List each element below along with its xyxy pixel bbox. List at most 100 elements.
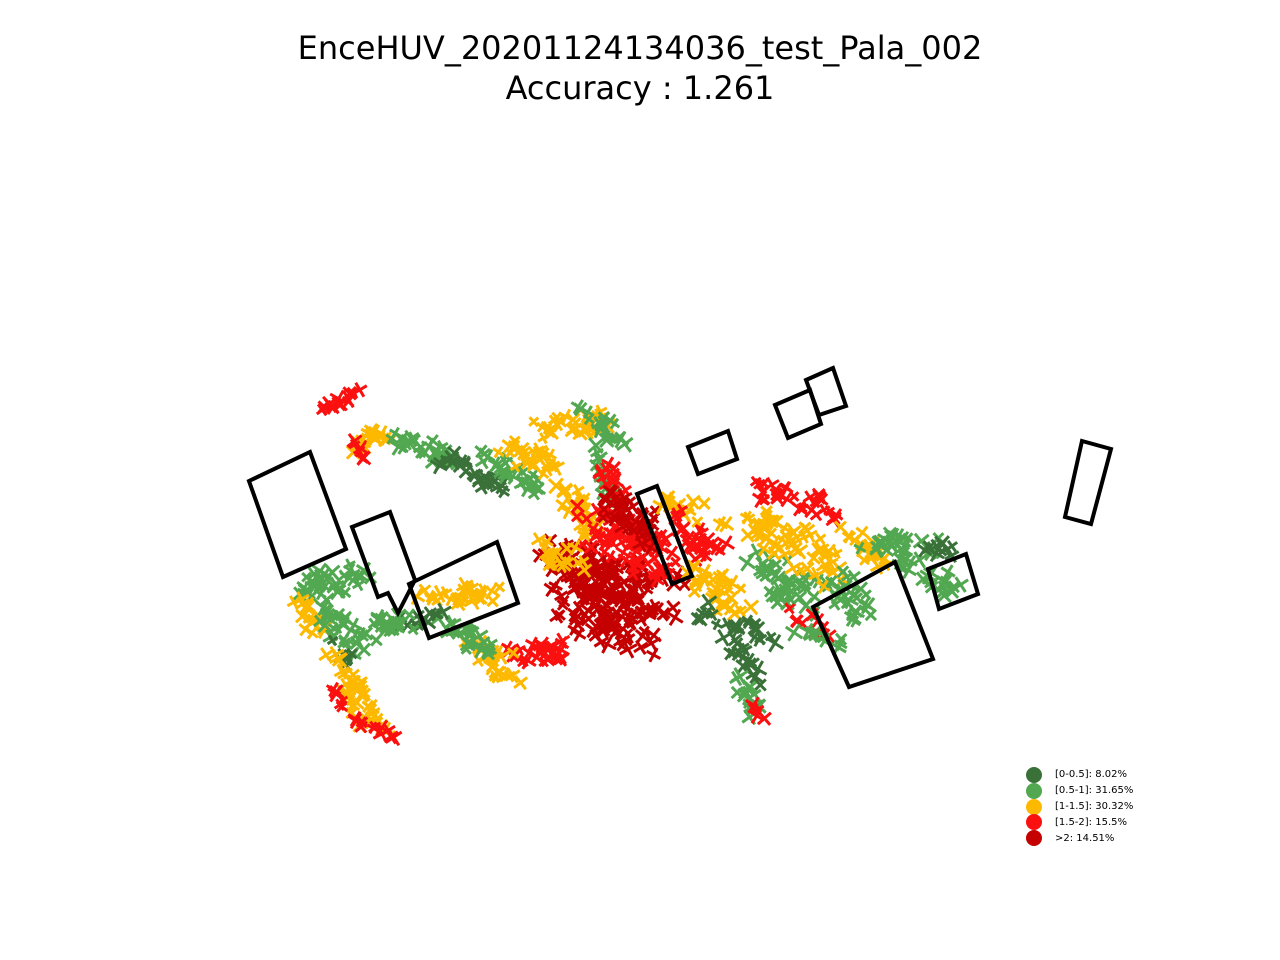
- scatter-point: [432, 455, 450, 472]
- scatter-point: [633, 639, 649, 656]
- legend-item: [1.5-2]: 15.5%: [1026, 814, 1133, 831]
- scatter-point: [529, 650, 544, 665]
- scatter-point: [833, 520, 847, 534]
- scatter-point: [730, 637, 744, 650]
- scatter-point: [352, 382, 368, 398]
- scatter-point: [302, 613, 315, 625]
- obstacle-outline: [349, 509, 418, 618]
- scatter-point: [952, 576, 969, 593]
- scatter-point: [928, 538, 944, 554]
- scatter-point: [539, 651, 556, 668]
- scatter-point: [523, 478, 539, 494]
- scatter-point: [769, 487, 784, 502]
- scatter-point: [735, 657, 752, 675]
- scatter-point: [557, 594, 571, 608]
- scatter-point: [642, 633, 662, 653]
- scatter-point: [796, 502, 810, 515]
- scatter-point: [710, 590, 725, 606]
- scatter-point: [447, 445, 462, 461]
- scatter-point: [797, 597, 815, 615]
- scatter-point: [331, 651, 348, 668]
- legend-item: [1-1.5]: 30.32%: [1026, 798, 1133, 815]
- scatter-point: [545, 640, 558, 653]
- scatter-point: [560, 541, 574, 556]
- scatter-point: [624, 582, 642, 600]
- scatter-point: [545, 557, 560, 571]
- scatter-point: [383, 728, 399, 745]
- scatter-point: [504, 468, 522, 485]
- scatter-point: [693, 611, 709, 627]
- scatter-point: [596, 502, 612, 517]
- scatter-point: [778, 547, 792, 561]
- scatter-point: [513, 675, 529, 691]
- scatter-point: [515, 473, 531, 489]
- scatter-point: [595, 610, 608, 623]
- scatter-point: [368, 720, 382, 734]
- legend-item: >2: 14.51%: [1026, 830, 1133, 847]
- legend-label: [1.5-2]: 15.5%: [1055, 816, 1127, 828]
- scatter-point: [547, 414, 560, 426]
- legend-label: [0.5-1]: 31.65%: [1055, 785, 1134, 797]
- scatter-point: [940, 564, 956, 580]
- scatter-point: [555, 497, 571, 513]
- scatter-point: [320, 569, 337, 586]
- scatter-point: [504, 447, 516, 459]
- scatter-point: [506, 646, 520, 660]
- scatter-point: [346, 386, 359, 400]
- scatter-point: [502, 669, 516, 683]
- scatter-point: [727, 617, 745, 635]
- legend: [0-0.5]: 8.02% [0.5-1]: 31.65% [1-1.5]: 30…: [1026, 766, 1134, 847]
- scatter-point: [343, 558, 356, 571]
- scatter-point: [802, 527, 818, 543]
- scatter-point: [597, 634, 617, 654]
- scatter-point: [605, 460, 622, 478]
- scatter-point: [811, 487, 826, 503]
- scatter-point: [643, 540, 658, 555]
- scatter-point: [567, 622, 581, 636]
- scatter-point: [326, 634, 339, 647]
- scatter-point: [591, 528, 607, 544]
- scatter-point: [647, 565, 663, 581]
- chart-title: EnceHUV_20201124134036_test_Pala_002: [297, 29, 983, 67]
- scatter-point: [569, 498, 585, 514]
- scatter-point: [757, 518, 772, 534]
- scatter-point: [581, 405, 595, 419]
- scatter-point: [327, 622, 340, 635]
- scatter-point: [589, 598, 603, 612]
- scatter-point: [471, 589, 485, 603]
- scatter-point: [577, 423, 594, 440]
- legend-marker: [1026, 814, 1042, 831]
- scatter-point: [598, 476, 614, 492]
- scatter-point: [528, 416, 540, 428]
- scatter-point: [808, 566, 825, 584]
- scatter-point: [614, 517, 632, 536]
- scatter-point: [790, 542, 809, 560]
- scatter-point: [750, 517, 763, 530]
- scatter-point: [691, 516, 704, 529]
- scatter-point: [374, 619, 390, 634]
- scatter-point: [757, 477, 771, 491]
- scatter-point: [766, 546, 782, 561]
- scatter-point: [341, 638, 354, 650]
- scatter-point: [385, 622, 400, 638]
- scatter-point: [790, 613, 804, 628]
- scatter-point: [599, 611, 617, 628]
- scatter-point: [811, 540, 830, 559]
- scatter-point: [780, 586, 794, 600]
- scatter-point: [331, 607, 346, 622]
- scatter-point: [714, 629, 733, 647]
- scatter-point: [321, 603, 333, 615]
- scatter-point: [687, 584, 702, 599]
- obstacle-outline: [406, 539, 521, 641]
- scatter-point: [452, 457, 468, 473]
- scatter-point: [477, 635, 491, 650]
- scatter-point: [420, 437, 438, 454]
- scatter-point: [305, 626, 319, 640]
- scatter-point: [765, 634, 784, 653]
- scatter-point: [739, 510, 754, 525]
- scatter-point: [735, 583, 747, 595]
- scatter-point: [748, 619, 760, 631]
- scatter-point: [536, 467, 550, 481]
- scatter-point: [591, 415, 608, 432]
- scatter-point: [742, 598, 760, 616]
